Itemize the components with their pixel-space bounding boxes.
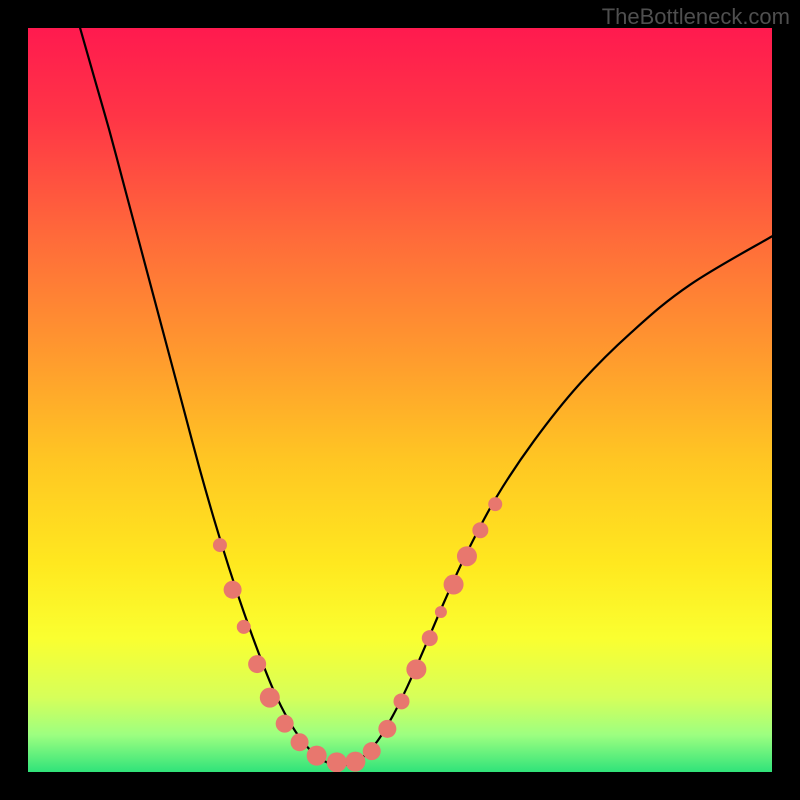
data-marker [276, 715, 294, 733]
data-marker [378, 720, 396, 738]
data-marker [260, 688, 280, 708]
data-marker [307, 746, 327, 766]
data-marker [345, 752, 365, 772]
data-marker [237, 620, 251, 634]
data-marker [472, 522, 488, 538]
data-marker [406, 659, 426, 679]
data-marker [457, 546, 477, 566]
data-marker [213, 538, 227, 552]
chart-stage: TheBottleneck.com [0, 0, 800, 800]
data-marker [435, 606, 447, 618]
data-marker [291, 733, 309, 751]
data-marker [327, 752, 347, 772]
data-marker [488, 497, 502, 511]
watermark-text: TheBottleneck.com [602, 4, 790, 30]
data-marker [393, 693, 409, 709]
data-marker [363, 742, 381, 760]
data-marker [224, 581, 242, 599]
data-marker [422, 630, 438, 646]
data-marker [444, 575, 464, 595]
data-marker [248, 655, 266, 673]
plot-background [28, 28, 772, 772]
chart-svg [0, 0, 800, 800]
